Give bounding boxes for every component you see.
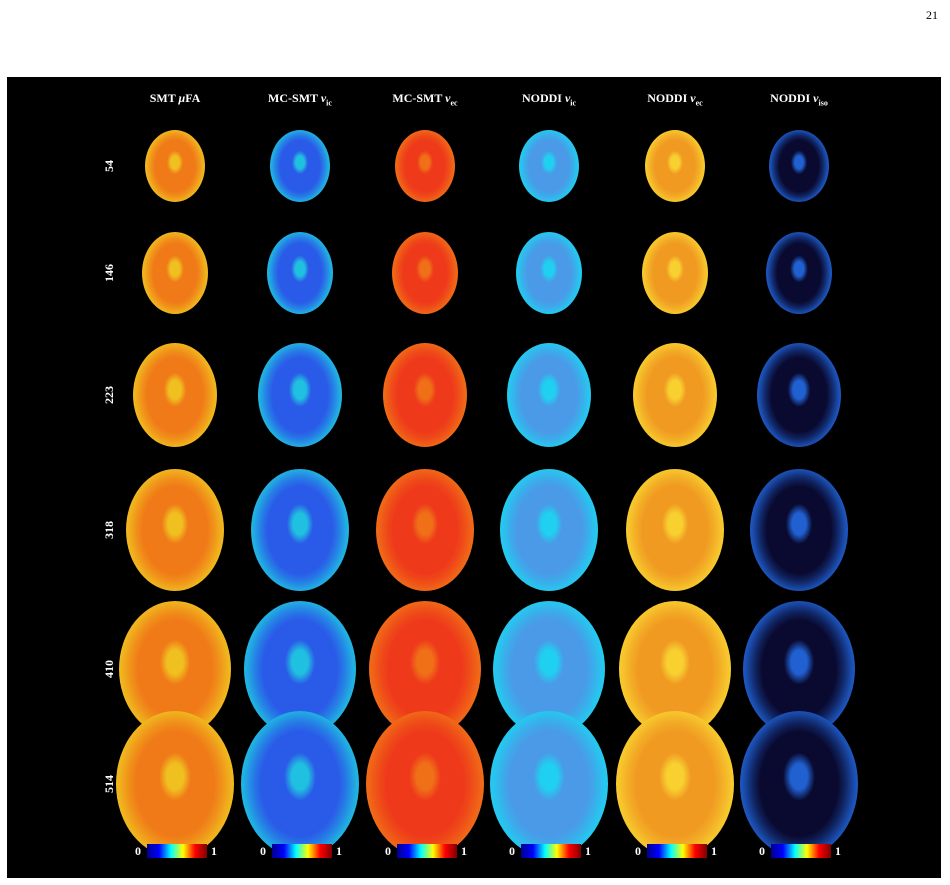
column-header-symbol: v [564,91,571,105]
brain-map [626,469,724,591]
brain-map [757,343,841,447]
column-header-symbol: v [690,91,696,105]
colorbar-min-label: 0 [509,844,515,858]
column-header-6: NODDI viso [737,91,861,107]
column-header-symbol: v [813,91,819,105]
column-header-method: NODDI [521,91,565,105]
colorbar-min-label: 0 [135,844,141,858]
brain-map [740,711,858,857]
brain-map [145,130,205,202]
brain-map [133,343,217,447]
colorbar-gradient [521,844,581,858]
brain-map [142,232,208,314]
colorbar-min-label: 0 [635,844,641,858]
column-header-3: MC-SMT vec [363,91,487,107]
column-header-method: NODDI [647,91,691,105]
brain-map [251,469,349,591]
colorbar-gradient [397,844,457,858]
colorbar-max-label: 1 [461,844,467,858]
brain-map [258,343,342,447]
column-header-method: MC-SMT [392,91,446,105]
column-header-symbol: v [320,91,327,105]
row-label-318: 318 [102,521,116,539]
colorbar-min-label: 0 [385,844,391,858]
brain-map [516,232,582,314]
colorbar-gradient [272,844,332,858]
brain-map [769,130,829,202]
column-header-symbol: FA [185,91,201,105]
brain-map [490,711,608,857]
column-header-2: MC-SMT vic [238,91,362,107]
brain-map [383,343,467,447]
column-header-symbol: v [445,91,451,105]
column-header-subscript: ec [450,98,458,108]
brain-map [392,232,458,314]
colorbar-min-label: 0 [759,844,765,858]
brain-map [267,232,333,314]
page-number: 21 [926,8,938,22]
column-header-5: NODDI vec [613,91,737,107]
column-header-1: SMT μFA [113,91,237,106]
colorbar-max-label: 1 [585,844,591,858]
brain-map [241,711,359,857]
colorbar-max-label: 1 [835,844,841,858]
column-header-subscript: ec [695,98,703,108]
brain-map [500,469,598,591]
brain-map [270,130,330,202]
brain-map [750,469,848,591]
row-label-514: 514 [102,775,116,793]
brain-map [376,469,474,591]
brain-map [507,343,591,447]
brain-map [616,711,734,857]
figure-panel: SMT μFA MC-SMT vic MC-SMT vec NODDI vic NODD… [7,77,941,878]
column-header-method: SMT [149,91,179,105]
column-header-greek: μ [178,91,186,105]
colorbar-gradient [647,844,707,858]
brain-map [633,343,717,447]
colorbar-min-label: 0 [260,844,266,858]
colorbar-max-label: 1 [711,844,717,858]
colorbar-gradient [147,844,207,858]
brain-map [395,130,455,202]
row-label-146: 146 [102,264,116,282]
colorbar-max-label: 1 [211,844,217,858]
brain-map [519,130,579,202]
brain-map [116,711,234,857]
row-label-223: 223 [102,386,116,404]
brain-map [366,711,484,857]
column-header-method: MC-SMT [268,91,321,105]
column-header-method: NODDI [770,91,814,105]
column-header-subscript: ic [326,98,332,108]
row-label-410: 410 [102,660,116,678]
column-header-4: NODDI vic [487,91,611,107]
column-header-subscript: ic [570,98,577,108]
brain-map [766,232,832,314]
colorbar-gradient [771,844,831,858]
brain-map [126,469,224,591]
row-label-54: 54 [102,160,116,172]
brain-map [642,232,708,314]
brain-map [645,130,705,202]
colorbar-max-label: 1 [336,844,342,858]
column-header-subscript: iso [818,98,828,108]
